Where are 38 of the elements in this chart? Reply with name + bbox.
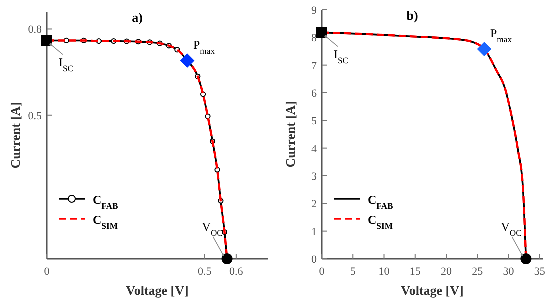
annotation: P$_{max}$ [490, 26, 513, 44]
x-tick-label: 0 [44, 266, 50, 278]
y-tick-label: 0 [312, 254, 318, 266]
y-tick-label: 1 [312, 226, 317, 238]
legend-label: C$_{FAB}$ [368, 193, 394, 211]
y-tick-label: 0.8 [28, 24, 42, 36]
y-axis-title: Current [A] [8, 102, 23, 169]
legend-label: C$_{SIM}$ [93, 213, 118, 231]
y-tick-label: 7 [312, 60, 318, 72]
y-tick-label: 9 [312, 5, 318, 17]
x-tick-label: 0.5 [198, 266, 212, 278]
annotation: V$_{OC}$ [501, 220, 522, 238]
x-tick-label: 25 [472, 266, 484, 278]
x-axis-title: Voltage [V] [126, 283, 189, 298]
y-tick-label: 6 [312, 88, 318, 100]
x-tick-label: 0.6 [230, 266, 244, 278]
x-tick-label: 15 [410, 266, 422, 278]
legend-label: C$_{FAB}$ [93, 193, 119, 211]
annotation: V$_{OC}$ [202, 220, 224, 238]
x-tick-label: 30 [503, 266, 515, 278]
annotation: P$_{max}$ [193, 38, 216, 56]
annotation: I$_{SC}$ [334, 48, 349, 66]
x-tick-label: 10 [378, 266, 390, 278]
y-tick-label: 5 [312, 116, 318, 128]
annotation: I$_{SC}$ [59, 56, 74, 74]
x-axis-title: Voltage [V] [401, 283, 464, 298]
chart-title: a) [132, 10, 143, 25]
y-tick-label: 3 [312, 171, 318, 183]
y-axis-title: Current [A] [283, 101, 298, 168]
y-tick-label: 2 [312, 198, 317, 211]
x-tick-label: 0 [319, 266, 326, 278]
x-tick-label: 20 [441, 266, 453, 278]
y-tick-label: 4 [312, 143, 318, 156]
chart-title: b) [406, 8, 418, 23]
legend-label: C$_{SIM}$ [368, 213, 393, 231]
y-tick-label: 8 [312, 32, 318, 45]
x-tick-label: 5 [350, 266, 356, 278]
x-tick-label: 35 [534, 266, 546, 278]
